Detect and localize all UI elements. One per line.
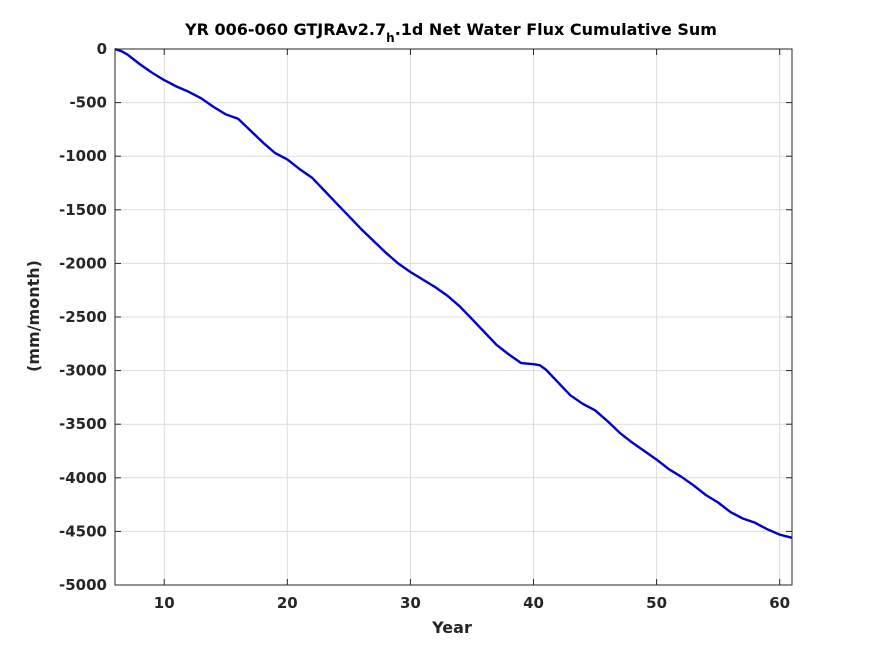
y-tick-label: -2500	[59, 308, 107, 326]
y-tick-label: -4000	[59, 469, 107, 487]
y-tick-label: 0	[97, 40, 107, 58]
grid	[115, 48, 792, 586]
x-tick-label: 20	[277, 594, 298, 612]
x-axis-ticks: 10 20 30 40 50 60	[154, 49, 790, 612]
chart-title: YR 006-060 GTJRAv2.7h.1d Net Water Flux …	[184, 20, 717, 45]
y-tick-label: -2000	[59, 254, 107, 272]
y-tick-label: -1000	[59, 147, 107, 165]
x-tick-label: 40	[523, 594, 544, 612]
y-tick-label: -3500	[59, 415, 107, 433]
y-axis-label: (mm/month)	[24, 260, 43, 372]
x-tick-label: 30	[400, 594, 421, 612]
y-tick-label: -500	[69, 94, 107, 112]
x-axis-label: Year	[431, 618, 472, 637]
plot-frame	[114, 48, 793, 586]
y-tick-label: -3000	[59, 362, 107, 380]
x-tick-label: 60	[769, 594, 790, 612]
y-tick-label: -5000	[59, 576, 107, 594]
y-tick-label: -4500	[59, 522, 107, 540]
y-axis-ticks: 0 -500 -1000 -1500 -2000 -2500 -3000 -3500 -4000…	[59, 40, 792, 594]
series-line	[114, 47, 793, 539]
x-tick-label: 10	[154, 594, 175, 612]
y-tick-label: -1500	[59, 201, 107, 219]
x-tick-label: 50	[646, 594, 667, 612]
